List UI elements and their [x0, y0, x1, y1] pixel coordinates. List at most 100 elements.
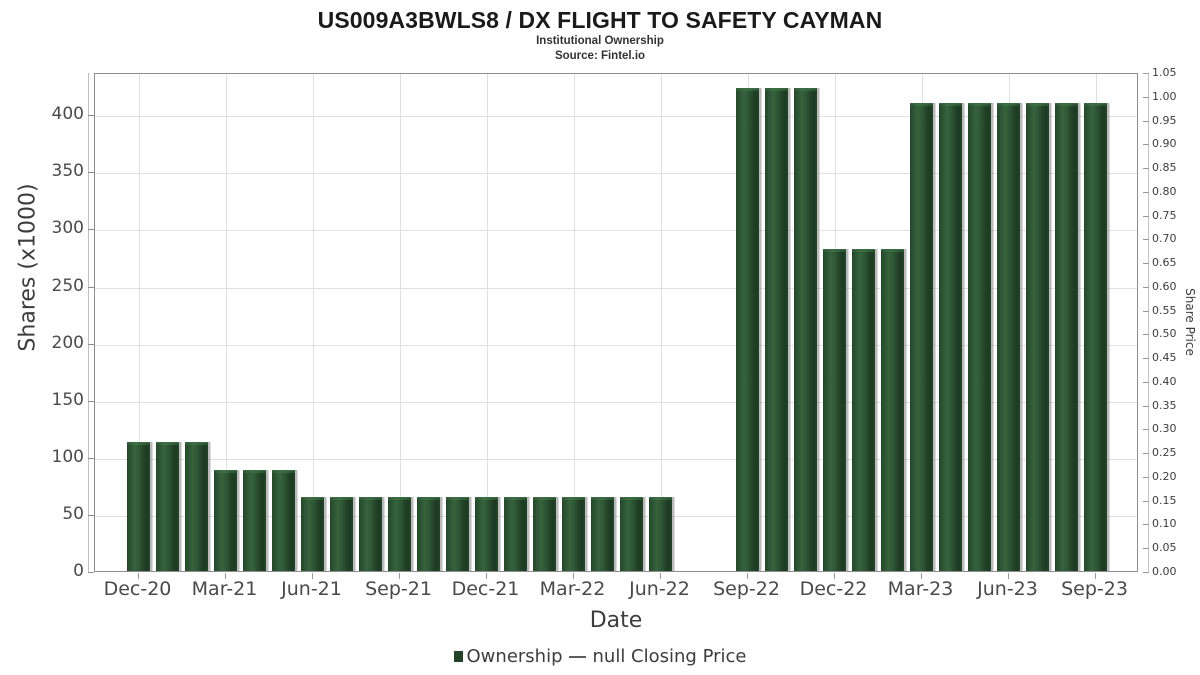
x-tick-label: Dec-21 [451, 578, 520, 600]
chart-legend: Ownership null Closing Price [0, 646, 1200, 667]
x-tick-mark [1095, 573, 1096, 579]
y2-tick-label: 0.20 [1152, 469, 1177, 483]
bar[interactable] [620, 496, 643, 571]
bar[interactable] [475, 496, 498, 571]
x-tick-mark [1008, 573, 1009, 579]
x-tick-mark [921, 573, 922, 579]
bar[interactable] [243, 469, 266, 571]
bar[interactable] [214, 469, 237, 571]
x-tick-mark [138, 573, 139, 579]
y2-tick-label: 0.05 [1152, 541, 1177, 555]
x-tick-mark [573, 573, 574, 579]
bar[interactable] [649, 496, 672, 571]
y2-tick-mark [1143, 287, 1149, 288]
x-tick-mark [225, 573, 226, 579]
x-axis-title: Date [589, 608, 643, 633]
y2-tick-mark [1143, 429, 1149, 430]
y-tick-mark [88, 344, 94, 345]
y2-tick-mark [1143, 121, 1149, 122]
y2-tick-mark [1143, 311, 1149, 312]
bar[interactable] [417, 496, 440, 571]
y-tick-mark [88, 115, 94, 116]
bar[interactable] [156, 442, 179, 571]
bar[interactable] [359, 496, 382, 571]
gridline-horizontal [95, 230, 1137, 231]
y-tick-label: 100 [51, 446, 84, 467]
y2-tick-mark [1143, 382, 1149, 383]
x-tick-label: Jun-21 [281, 578, 342, 600]
x-tick-label: Sep-23 [1061, 578, 1128, 600]
gridline-vertical [487, 74, 488, 571]
y2-tick-mark [1143, 216, 1149, 217]
bar[interactable] [388, 496, 411, 571]
bar[interactable] [272, 469, 295, 571]
y2-tick-label: 0.25 [1152, 446, 1177, 460]
gridline-horizontal [95, 116, 1137, 117]
gridline-horizontal [95, 173, 1137, 174]
gridline-vertical [574, 74, 575, 571]
y2-tick-label: 1.00 [1152, 89, 1177, 103]
y2-tick-label: 0.35 [1152, 398, 1177, 412]
y-tick-label: 200 [51, 332, 84, 353]
bar[interactable] [1026, 102, 1049, 571]
bar[interactable] [446, 496, 469, 571]
y-tick-label: 400 [51, 104, 84, 125]
x-tick-mark [834, 573, 835, 579]
y2-tick-mark [1143, 524, 1149, 525]
y-tick-mark [88, 401, 94, 402]
legend-item-closing-price[interactable]: null Closing Price [563, 646, 746, 667]
bar[interactable] [939, 102, 962, 571]
bar[interactable] [881, 249, 904, 571]
bar[interactable] [301, 496, 324, 571]
bar[interactable] [736, 88, 759, 571]
y2-tick-label: 0.90 [1152, 137, 1177, 151]
x-tick-mark [660, 573, 661, 579]
bar[interactable] [533, 496, 556, 571]
bar[interactable] [910, 102, 933, 571]
x-tick-mark [486, 573, 487, 579]
y-tick-mark [88, 458, 94, 459]
bar[interactable] [852, 249, 875, 571]
bar[interactable] [794, 88, 817, 571]
gridline-vertical [661, 74, 662, 571]
bar[interactable] [330, 496, 353, 571]
y2-tick-label: 0.75 [1152, 208, 1177, 222]
plot-area [94, 73, 1138, 572]
y2-tick-mark [1143, 572, 1149, 573]
y2-tick-label: 0.70 [1152, 232, 1177, 246]
bar[interactable] [1084, 102, 1107, 571]
bar[interactable] [562, 496, 585, 571]
y2-tick-mark [1143, 334, 1149, 335]
y-tick-label: 350 [51, 161, 84, 182]
bar[interactable] [185, 442, 208, 571]
y-tick-label: 250 [51, 275, 84, 296]
chart-subtitle: Institutional Ownership [536, 35, 664, 47]
bar[interactable] [823, 249, 846, 571]
y2-tick-mark [1143, 168, 1149, 169]
x-tick-label: Mar-21 [191, 578, 258, 600]
y-tick-mark [88, 172, 94, 173]
bar[interactable] [504, 496, 527, 571]
legend-item-ownership[interactable]: Ownership [453, 646, 563, 667]
page-title: US009A3BWLS8 / DX FLIGHT TO SAFETY CAYMA… [317, 7, 883, 33]
y-tick-mark [88, 229, 94, 230]
bar[interactable] [1055, 102, 1078, 571]
chart-source: Source: Fintel.io [554, 50, 646, 62]
bar[interactable] [591, 496, 614, 571]
y2-tick-label: 0.50 [1152, 327, 1177, 341]
x-tick-label: Mar-23 [887, 578, 954, 600]
bar[interactable] [997, 102, 1020, 571]
gridline-vertical [139, 74, 140, 571]
gridline-vertical [313, 74, 314, 571]
bar[interactable] [765, 88, 788, 571]
y2-tick-label: 0.65 [1152, 256, 1177, 270]
y2-tick-label: 0.00 [1152, 565, 1177, 578]
bar[interactable] [127, 442, 150, 571]
y2-tick-mark [1143, 192, 1149, 193]
y2-tick-mark [1143, 97, 1149, 98]
legend-line-icon [568, 655, 586, 658]
y-tick-label: 150 [51, 389, 84, 410]
y2-tick-label: 0.85 [1152, 161, 1177, 175]
y2-tick-mark [1143, 477, 1149, 478]
bar[interactable] [968, 102, 991, 571]
